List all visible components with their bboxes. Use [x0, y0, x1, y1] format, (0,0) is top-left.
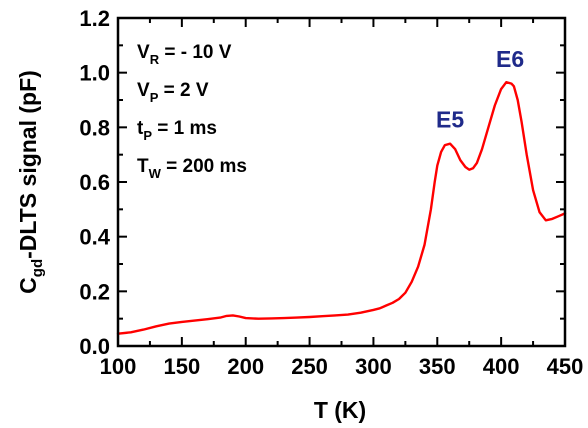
x-tick-label: 100: [100, 354, 137, 379]
y-tick-label: 0.8: [79, 115, 110, 140]
y-tick-label: 0.2: [79, 279, 110, 304]
x-axis-title: T (K): [314, 397, 366, 423]
x-tick-label: 150: [163, 354, 200, 379]
y-tick-label: 0.6: [79, 170, 110, 195]
x-tick-label: 350: [419, 354, 456, 379]
y-axis-title: Cgd-DLTS signal (pF): [15, 70, 46, 294]
y-tick-label: 0.0: [79, 334, 110, 359]
annotation-block: VR = - 10 V VP = 2 V tP = 1 ms TW = 200 …: [137, 42, 247, 181]
peak-label-e5: E5: [436, 106, 464, 132]
plot-frame: [116, 16, 567, 348]
ticks-layer: 100 150 200 250 300 350 400 450 0.0 0.2 0.4 0.6 0.8 1…: [79, 6, 583, 379]
x-tick-label: 400: [483, 354, 520, 379]
dlts-signal-line: [116, 80, 567, 335]
annotation-reverse-voltage: VR = - 10 V: [137, 42, 232, 67]
y-tick-label: 1.0: [79, 61, 110, 86]
annotation-window-time: TW = 200 ms: [137, 156, 247, 181]
x-tick-label: 200: [227, 354, 264, 379]
annotation-pulse-voltage: VP = 2 V: [137, 80, 209, 105]
peak-label-e6: E6: [496, 46, 524, 72]
y-tick-label: 1.2: [79, 6, 110, 31]
data-layer: E5 E6: [116, 46, 567, 335]
x-tick-label: 450: [547, 354, 584, 379]
x-tick-label: 300: [355, 354, 392, 379]
y-tick-label: 0.4: [79, 225, 110, 250]
annotation-pulse-time: tP = 1 ms: [137, 118, 217, 143]
x-tick-label: 250: [291, 354, 328, 379]
